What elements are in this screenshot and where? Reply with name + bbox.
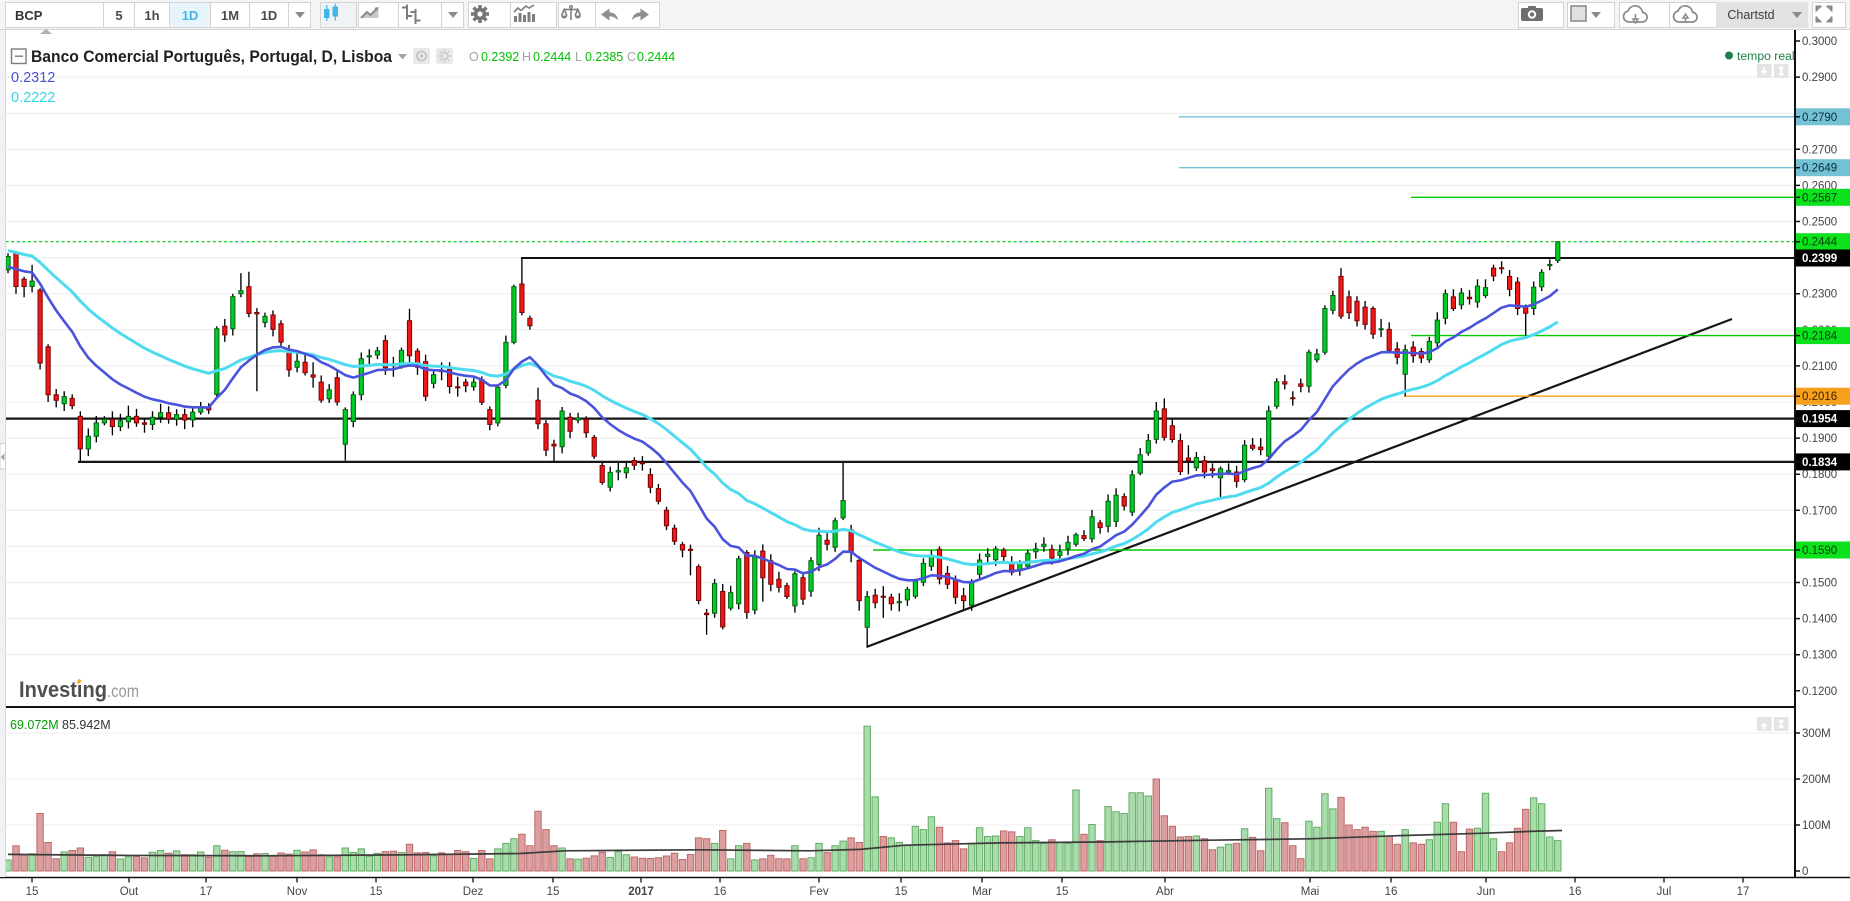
svg-text:0.2444: 0.2444 xyxy=(533,50,571,64)
svg-text:0.1200: 0.1200 xyxy=(1802,686,1837,698)
svg-text:0.2312: 0.2312 xyxy=(11,70,55,86)
svg-text:15: 15 xyxy=(26,886,39,898)
svg-text:2017: 2017 xyxy=(628,886,654,898)
svg-text:O: O xyxy=(469,50,479,64)
svg-text:0.2649: 0.2649 xyxy=(1802,163,1837,175)
svg-text:Fev: Fev xyxy=(809,886,828,898)
svg-text:300M: 300M xyxy=(1802,728,1831,740)
svg-text:16: 16 xyxy=(1385,886,1398,898)
svg-text:200M: 200M xyxy=(1802,774,1831,786)
svg-text:C: C xyxy=(627,50,636,64)
svg-text:100M: 100M xyxy=(1802,820,1831,832)
svg-text:0: 0 xyxy=(1802,866,1808,878)
svg-text:0.1800: 0.1800 xyxy=(1802,469,1837,481)
svg-text:Banco Comercial Português, Por: Banco Comercial Português, Portugal, D, … xyxy=(31,47,392,66)
svg-text:0.1500: 0.1500 xyxy=(1802,578,1837,590)
svg-text:0.2900: 0.2900 xyxy=(1802,72,1837,84)
svg-text:17: 17 xyxy=(1737,886,1750,898)
svg-text:0.2567: 0.2567 xyxy=(1802,192,1837,204)
svg-text:0.2444: 0.2444 xyxy=(637,50,675,64)
svg-text:16: 16 xyxy=(1569,886,1582,898)
svg-text:0.1590: 0.1590 xyxy=(1802,545,1837,557)
svg-text:Jul: Jul xyxy=(1657,886,1672,898)
svg-text:0.1400: 0.1400 xyxy=(1802,614,1837,626)
svg-text:15: 15 xyxy=(547,886,560,898)
svg-text:Nov: Nov xyxy=(287,886,308,898)
svg-text:0.1700: 0.1700 xyxy=(1802,505,1837,517)
svg-text:0.2399: 0.2399 xyxy=(1802,253,1837,265)
svg-text:L: L xyxy=(575,50,582,64)
svg-text:69.072M: 69.072M xyxy=(10,718,59,732)
svg-text:Mai: Mai xyxy=(1301,886,1320,898)
svg-text:17: 17 xyxy=(200,886,213,898)
svg-text:Abr: Abr xyxy=(1156,886,1174,898)
svg-text:0.1300: 0.1300 xyxy=(1802,650,1837,662)
svg-text:0.2444: 0.2444 xyxy=(1802,237,1838,249)
svg-text:0.2016: 0.2016 xyxy=(1802,391,1837,403)
svg-text:0.2222: 0.2222 xyxy=(11,90,55,106)
svg-text:0.2300: 0.2300 xyxy=(1802,289,1837,301)
svg-text:0.2184: 0.2184 xyxy=(1802,331,1838,343)
svg-text:15: 15 xyxy=(370,886,383,898)
svg-text:tempo real: tempo real xyxy=(1737,49,1795,63)
svg-text:0.2392: 0.2392 xyxy=(481,50,519,64)
svg-text:H: H xyxy=(522,50,531,64)
svg-text:16: 16 xyxy=(714,886,727,898)
svg-text:Investing: Investing xyxy=(19,677,107,702)
svg-text:15: 15 xyxy=(1056,886,1069,898)
svg-text:Mar: Mar xyxy=(972,886,992,898)
svg-text:0.2500: 0.2500 xyxy=(1802,217,1837,229)
svg-text:0.2790: 0.2790 xyxy=(1802,112,1837,124)
svg-text:0.3000: 0.3000 xyxy=(1802,36,1837,48)
svg-text:0.2700: 0.2700 xyxy=(1802,144,1837,156)
svg-text:0.1900: 0.1900 xyxy=(1802,433,1837,445)
svg-text:Jun: Jun xyxy=(1477,886,1496,898)
svg-text:0.1954: 0.1954 xyxy=(1802,414,1838,426)
svg-text:0.2385: 0.2385 xyxy=(585,50,623,64)
svg-text:Dez: Dez xyxy=(463,886,484,898)
svg-text:.com: .com xyxy=(107,681,139,701)
svg-text:Out: Out xyxy=(120,886,139,898)
svg-text:0.2100: 0.2100 xyxy=(1802,361,1837,373)
svg-text:0.1834: 0.1834 xyxy=(1802,457,1838,469)
svg-text:15: 15 xyxy=(895,886,908,898)
svg-text:85.942M: 85.942M xyxy=(62,718,111,732)
